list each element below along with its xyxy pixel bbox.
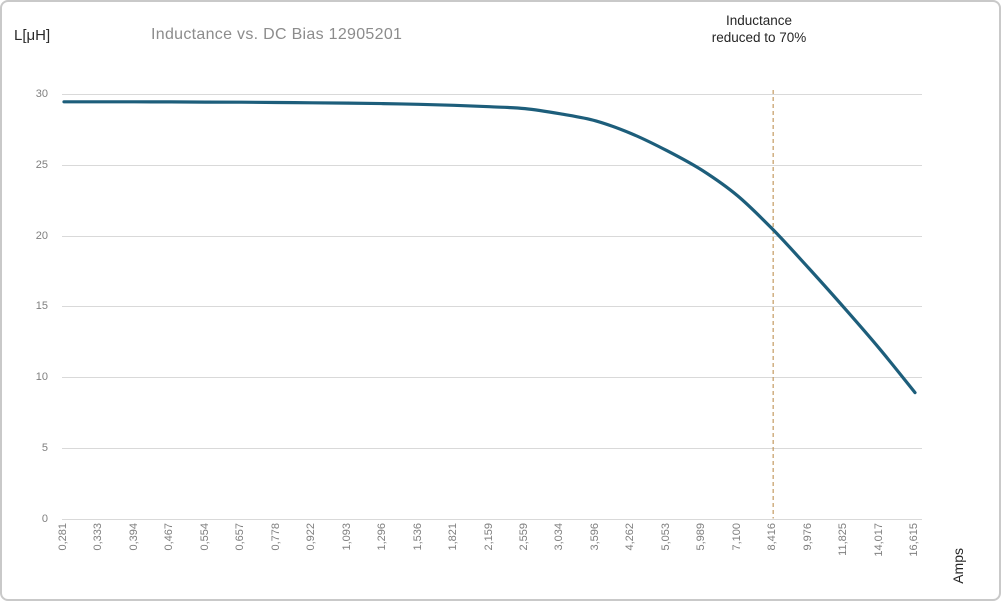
y-tick-label-15: 15: [35, 300, 48, 313]
x-axis-title: Amps: [950, 548, 966, 584]
x-tick-label-13: 2,559: [517, 523, 530, 551]
x-tick-label-1: 0,333: [92, 523, 105, 551]
x-tick-label-21: 9,976: [801, 523, 814, 551]
annotation-line2: reduced to 70%: [711, 30, 807, 45]
x-tick-label-15: 3,596: [588, 523, 601, 551]
inductance-curve: [62, 100, 917, 395]
x-tick-label-2: 0,394: [127, 523, 140, 551]
y-tick-label-30: 30: [35, 88, 48, 100]
x-tick-label-14: 3,034: [553, 523, 566, 551]
x-tick-label-22: 11,825: [837, 523, 850, 556]
annotation-reduced-70: Inductance reduced to 70%: [679, 12, 839, 46]
x-tick-label-19: 7,100: [730, 523, 743, 551]
x-tick-label-7: 0,922: [305, 523, 318, 551]
x-tick-label-3: 0,467: [163, 523, 176, 551]
x-tick-label-17: 5,053: [659, 523, 672, 551]
annotation-line1: Inductance: [725, 13, 793, 28]
x-tick-label-24: 16,615: [908, 523, 920, 557]
x-tick-label-0: 0,281: [57, 523, 69, 551]
x-tick-label-6: 0,778: [269, 523, 282, 551]
y-tick-label-0: 0: [41, 512, 48, 525]
y-tick-label-10: 10: [35, 371, 48, 383]
y-axis-title: L[μH]: [14, 27, 51, 44]
y-tick-label-5: 5: [41, 441, 48, 454]
x-tick-label-9: 1,296: [376, 523, 389, 551]
x-tick-label-20: 8,416: [766, 523, 779, 551]
x-tick-label-5: 0,657: [234, 523, 247, 551]
y-tick-label-25: 25: [35, 158, 48, 171]
x-tick-label-23: 14,017: [872, 523, 885, 557]
x-tick-label-11: 1,821: [447, 523, 460, 551]
x-tick-label-12: 2,159: [482, 523, 495, 551]
x-tick-label-10: 1,536: [411, 523, 424, 551]
x-tick-label-8: 1,093: [340, 523, 353, 551]
chart-title: Inductance vs. DC Bias 12905201: [151, 26, 403, 43]
x-tick-label-16: 4,262: [624, 523, 637, 551]
x-tick-label-18: 5,989: [695, 523, 708, 551]
y-tick-label-20: 20: [35, 229, 48, 242]
x-tick-label-4: 0,554: [198, 523, 211, 551]
